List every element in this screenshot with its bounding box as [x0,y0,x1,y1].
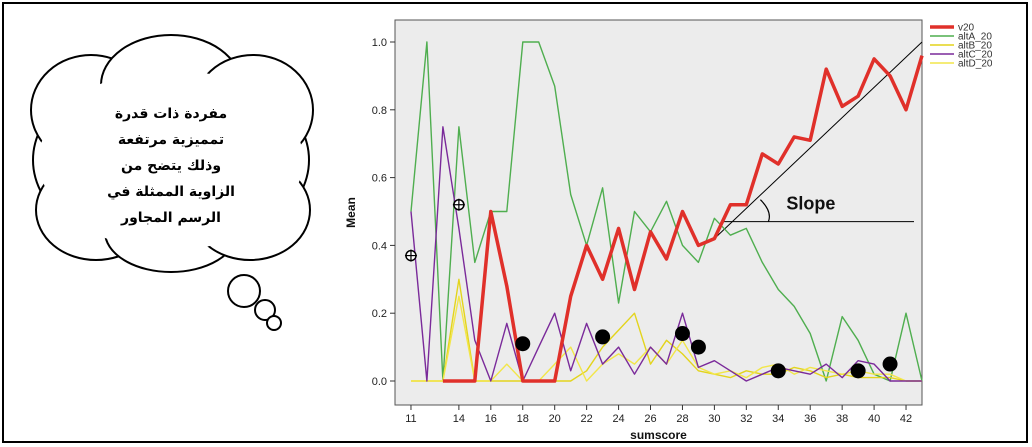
y-tick-label: 0.2 [372,308,387,320]
bubble-text-line: مفردة ذات قدرة [115,106,227,122]
bubble-text-line: تمميزية مرتفعة [118,132,224,148]
marker-dot [770,363,786,379]
data-marker [850,363,866,379]
x-tick-label: 11 [405,413,416,425]
x-tick-label: 20 [549,413,561,425]
data-marker [404,249,417,262]
slope-arc [759,199,770,222]
bubble-text-line: وذلك يتضح من [121,158,221,174]
reference-lines: Slope [714,41,923,239]
legend-entry: altA_20 [958,32,992,43]
x-tick-label: 14 [453,413,465,425]
x-tick-label: 40 [868,413,880,425]
series-line-altC_20 [410,126,922,382]
y-tick-label: 0.4 [372,240,387,252]
data-marker [515,336,531,352]
marker-dot [674,326,690,342]
axes: 0.0 0.2 0.4 0.6 0.8 1.0 11 14 16 18 20 22 24 26 28 30 32… [344,37,912,442]
x-tick-label: 36 [804,413,816,425]
x-tick-label: 28 [676,413,688,425]
y-tick-label: 0.8 [372,105,387,117]
marker-dot [850,363,866,379]
data-marker [674,326,690,342]
x-tick-label: 34 [772,413,784,425]
series-line-altA_20 [410,41,923,382]
x-tick-label: 38 [836,413,848,425]
plot-area [394,19,923,406]
legend-entry: altB_20 [958,41,992,52]
markers [404,198,898,379]
y-tick-label: 0.6 [372,173,387,185]
data-marker [690,339,706,355]
y-tick-label: 0.0 [372,376,387,388]
series-line-altB_20 [411,278,922,382]
x-tick-label: 16 [485,413,497,425]
slope-label: Slope [786,194,835,214]
bubble-text-line: الرسم المجاور [120,210,221,226]
legend-entry: v20 [958,23,975,34]
marker-dot [882,356,898,372]
legend-entry: altC_20 [958,50,993,61]
marker-dot [690,339,706,355]
y-axis-title: Mean [344,197,358,228]
series-line-v20 [442,55,924,383]
x-tick-label: 24 [612,413,624,425]
y-tick-label: 1.0 [372,37,387,49]
marker-dot [595,329,611,345]
annotation-bubble: مفردة ذات قدرة تمميزية مرتفعة وذلك يتضح من… [30,34,314,331]
legend-entry: altD_20 [958,59,993,70]
x-tick-label: 26 [644,413,656,425]
data-marker [882,356,898,372]
x-axis-title: sumscore [630,428,687,442]
data-marker [452,198,465,211]
x-tick-label: 32 [740,413,752,425]
series-lines [410,41,924,383]
x-tick-label: 42 [900,413,912,425]
x-tick-label: 22 [581,413,593,425]
bubble-text-line: الزاوية الممثلة في [107,184,235,200]
marker-dot [515,336,531,352]
x-tick-label: 30 [708,413,720,425]
x-tick-label: 18 [517,413,529,425]
data-marker [770,363,786,379]
data-marker [595,329,611,345]
